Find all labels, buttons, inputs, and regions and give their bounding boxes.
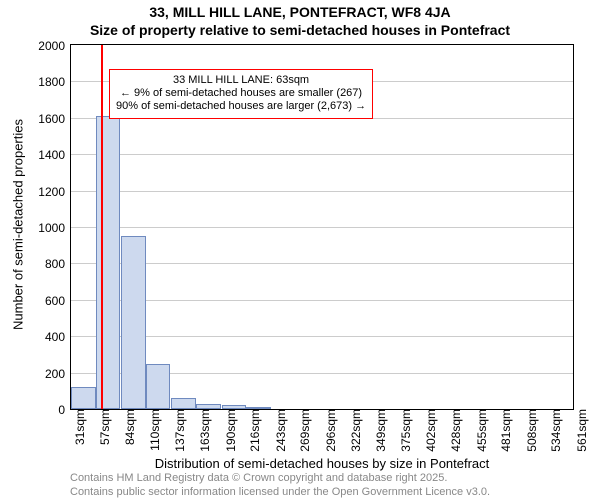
y-axis-label: Number of semi-detached properties [11, 45, 26, 405]
histogram-bar [146, 364, 171, 410]
y-tick: 1600 [38, 112, 71, 126]
gridline-h [71, 263, 573, 264]
chart-title-line1: 33, MILL HILL LANE, PONTEFRACT, WF8 4JA [0, 4, 600, 20]
x-tick: 31sqm [71, 409, 87, 445]
y-tick: 2000 [38, 39, 71, 53]
histogram-bar [71, 387, 96, 409]
y-tick: 1400 [38, 148, 71, 162]
annotation-line2: ← 9% of semi-detached houses are smaller… [116, 87, 366, 100]
x-tick: 243sqm [272, 409, 288, 452]
histogram-bar [96, 116, 121, 409]
y-tick: 1200 [38, 185, 71, 199]
gridline-h [71, 227, 573, 228]
property-marker-line [101, 45, 103, 409]
x-tick: 57sqm [96, 409, 112, 445]
gridline-h [71, 154, 573, 155]
x-tick: 84sqm [121, 409, 137, 445]
x-tick: 216sqm [246, 409, 262, 452]
x-tick: 349sqm [372, 409, 388, 452]
x-tick: 137sqm [171, 409, 187, 452]
x-tick: 296sqm [322, 409, 338, 452]
x-tick: 428sqm [447, 409, 463, 452]
histogram-bar [171, 398, 196, 409]
y-tick: 200 [45, 367, 71, 381]
x-axis-label: Distribution of semi-detached houses by … [70, 456, 574, 471]
y-tick: 0 [58, 403, 71, 417]
annotation-line3: 90% of semi-detached houses are larger (… [116, 100, 366, 113]
x-tick: 508sqm [523, 409, 539, 452]
x-tick: 163sqm [196, 409, 212, 452]
y-tick: 1800 [38, 75, 71, 89]
x-tick: 561sqm [573, 409, 589, 452]
x-tick: 402sqm [422, 409, 438, 452]
x-tick: 269sqm [296, 409, 312, 452]
annotation-box: 33 MILL HILL LANE: 63sqm ← 9% of semi-de… [109, 69, 373, 119]
chart-title-line2: Size of property relative to semi-detach… [0, 22, 600, 38]
y-tick: 600 [45, 294, 71, 308]
histogram-bar [121, 236, 146, 409]
plot-area: 0200400600800100012001400160018002000 33… [70, 44, 574, 410]
gridline-h [71, 336, 573, 337]
x-tick: 375sqm [397, 409, 413, 452]
y-tick: 400 [45, 330, 71, 344]
gridline-h [71, 300, 573, 301]
x-tick: 322sqm [347, 409, 363, 452]
x-tick: 190sqm [222, 409, 238, 452]
gridline-h [71, 191, 573, 192]
footer-line2: Contains public sector information licen… [70, 486, 490, 500]
footer-line1: Contains HM Land Registry data © Crown c… [70, 472, 490, 486]
y-tick: 800 [45, 257, 71, 271]
y-tick: 1000 [38, 221, 71, 235]
annotation-line1: 33 MILL HILL LANE: 63sqm [116, 74, 366, 87]
footer-attribution: Contains HM Land Registry data © Crown c… [70, 472, 490, 500]
x-tick: 534sqm [547, 409, 563, 452]
x-tick: 481sqm [497, 409, 513, 452]
x-tick: 110sqm [146, 409, 162, 451]
x-tick: 455sqm [473, 409, 489, 452]
